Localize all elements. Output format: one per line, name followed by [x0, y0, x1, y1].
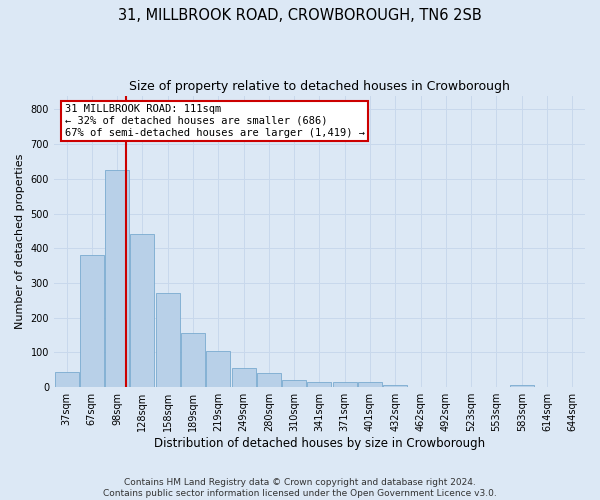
Bar: [257, 374, 281, 387]
Bar: [181, 334, 205, 387]
Bar: [130, 234, 154, 387]
Bar: [333, 382, 357, 387]
Bar: [105, 170, 129, 387]
Bar: [358, 382, 382, 387]
X-axis label: Distribution of detached houses by size in Crowborough: Distribution of detached houses by size …: [154, 437, 485, 450]
Bar: [206, 351, 230, 387]
Bar: [80, 256, 104, 387]
Text: 31 MILLBROOK ROAD: 111sqm
← 32% of detached houses are smaller (686)
67% of semi: 31 MILLBROOK ROAD: 111sqm ← 32% of detac…: [65, 104, 365, 138]
Bar: [156, 294, 180, 387]
Text: Contains HM Land Registry data © Crown copyright and database right 2024.
Contai: Contains HM Land Registry data © Crown c…: [103, 478, 497, 498]
Title: Size of property relative to detached houses in Crowborough: Size of property relative to detached ho…: [129, 80, 510, 93]
Bar: [510, 386, 534, 387]
Text: 31, MILLBROOK ROAD, CROWBOROUGH, TN6 2SB: 31, MILLBROOK ROAD, CROWBOROUGH, TN6 2SB: [118, 8, 482, 22]
Bar: [383, 386, 407, 387]
Bar: [307, 382, 331, 387]
Bar: [282, 380, 306, 387]
Bar: [232, 368, 256, 387]
Bar: [55, 372, 79, 387]
Y-axis label: Number of detached properties: Number of detached properties: [15, 154, 25, 329]
